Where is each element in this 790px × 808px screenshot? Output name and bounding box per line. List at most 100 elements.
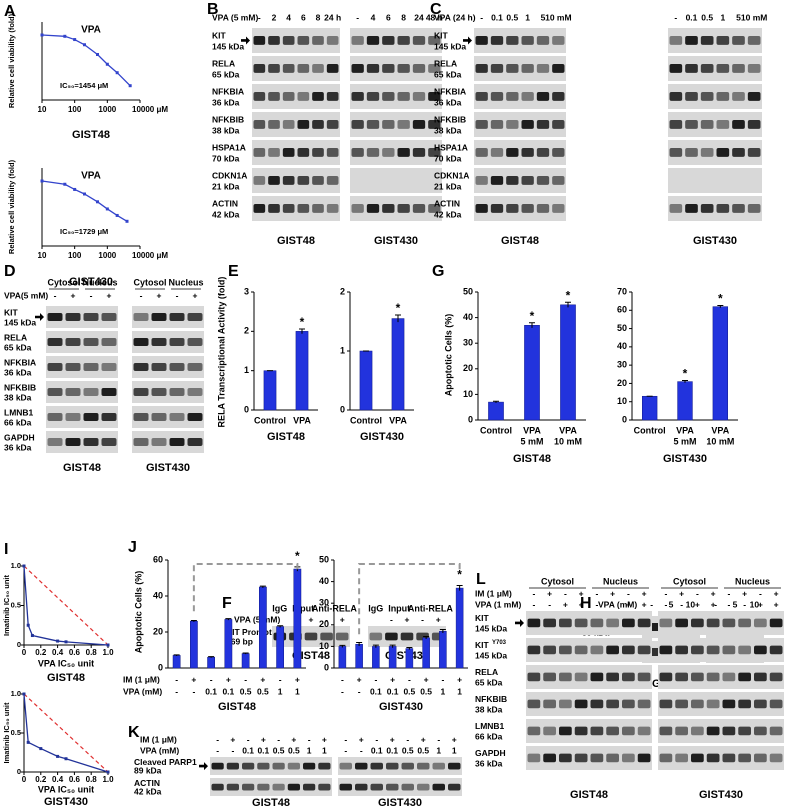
blot-strip [252, 56, 340, 81]
x-tick-label: 100 [68, 105, 82, 114]
lane-label: - [696, 588, 699, 598]
row-label: NFKBIA [434, 86, 466, 96]
significance: * [457, 568, 462, 582]
blot-band [590, 618, 604, 628]
lane-label: - [192, 686, 195, 696]
blot-band [754, 726, 767, 736]
blot-band [65, 338, 81, 346]
blot-strip [46, 331, 118, 353]
blot-band [253, 203, 266, 213]
row-size: 145 kDa [4, 317, 36, 327]
lane-label: - [216, 734, 219, 744]
blot-band [312, 63, 324, 73]
data-point [40, 179, 44, 183]
lane-label: 0.1 [222, 686, 234, 696]
y-tick-label: 10 [319, 641, 329, 651]
blot-band [47, 388, 63, 396]
blot-strip [668, 140, 762, 165]
lane-label: + [457, 674, 462, 684]
caption: GIST430 [146, 462, 190, 474]
lane-label: - [374, 674, 377, 684]
lane-label: - [595, 588, 598, 598]
blot-band [257, 783, 270, 791]
group-label: IgG [272, 603, 287, 613]
blot-band [47, 438, 63, 446]
blot-strip [350, 196, 442, 221]
blot-band [769, 672, 783, 682]
blot-band [506, 147, 519, 157]
blot-band [65, 313, 81, 321]
panel-label: L [476, 571, 486, 588]
blot-band [397, 147, 410, 157]
lane-label: - [341, 674, 344, 684]
lane-label: 0.5 [257, 686, 269, 696]
row-size: 38 kDa [212, 125, 240, 135]
lane-label: - [325, 614, 328, 624]
blot-band [65, 363, 81, 371]
blot-band [257, 762, 270, 770]
blot-band [490, 35, 504, 45]
blot-band [382, 119, 395, 129]
blot-band [83, 413, 99, 421]
blot-band [769, 699, 783, 709]
blot-band [187, 388, 203, 396]
lane-label: 0.5 [288, 745, 300, 755]
lane-label: 1 [441, 686, 446, 696]
blot-band [382, 35, 395, 45]
blot-band [351, 91, 364, 101]
blot-band [133, 313, 149, 321]
blot-strip [338, 757, 462, 775]
blot-strip [474, 84, 566, 109]
blot-band [706, 645, 720, 655]
blot-band [543, 618, 556, 628]
blot-band [738, 699, 751, 709]
lane-label: - [90, 290, 93, 300]
y-tick-label: 1 [340, 345, 345, 355]
data-point [63, 34, 67, 38]
blot-band [685, 203, 698, 213]
blot-band [366, 203, 380, 213]
blot-band [590, 726, 604, 736]
blot-band [769, 618, 783, 628]
blot-band [169, 313, 185, 321]
group-label: Nucleus [603, 576, 638, 586]
arrow [463, 36, 472, 45]
blot-band [417, 762, 430, 770]
row-size: 36 kDa [434, 97, 462, 107]
y-axis-label: Apoptotic Cells (%) [133, 571, 143, 654]
panel-label: H [580, 595, 592, 612]
blot-band [490, 203, 504, 213]
x-tick-label: VPA [523, 425, 541, 435]
chart-title: VPA [81, 25, 101, 36]
row-label: CDKN1A [434, 170, 469, 180]
blot-band [297, 35, 310, 45]
bar [241, 653, 250, 669]
blot-band [253, 91, 266, 101]
blot-band [282, 203, 295, 213]
blot-band [716, 203, 730, 213]
y-tick-label: 30 [617, 360, 627, 370]
blot-band [211, 783, 224, 791]
bar [641, 395, 658, 421]
bar [338, 646, 347, 669]
panel-label: E [228, 263, 239, 280]
blot-band [282, 91, 295, 101]
lane-label: + [359, 734, 364, 744]
blot-band [637, 645, 651, 655]
bar [712, 306, 729, 421]
blot-band [732, 35, 745, 45]
y-axis-label: Imatinib IC₅₀ unit [2, 702, 11, 763]
group-label: Anti-RELA [312, 603, 357, 613]
x-axis-label: VPA IC₅₀ unit [38, 784, 94, 794]
y-tick-label: 2 [340, 286, 345, 296]
blot-band [506, 119, 519, 129]
error-bar [173, 654, 180, 656]
blot-band [282, 175, 295, 185]
blot-band [747, 147, 761, 157]
row-size: 42 kDa [134, 786, 162, 796]
blot-band [304, 632, 318, 641]
blot-band [675, 672, 688, 682]
caption: GIST430 [69, 276, 113, 288]
blot-band [506, 203, 519, 213]
blot-band [691, 645, 704, 655]
